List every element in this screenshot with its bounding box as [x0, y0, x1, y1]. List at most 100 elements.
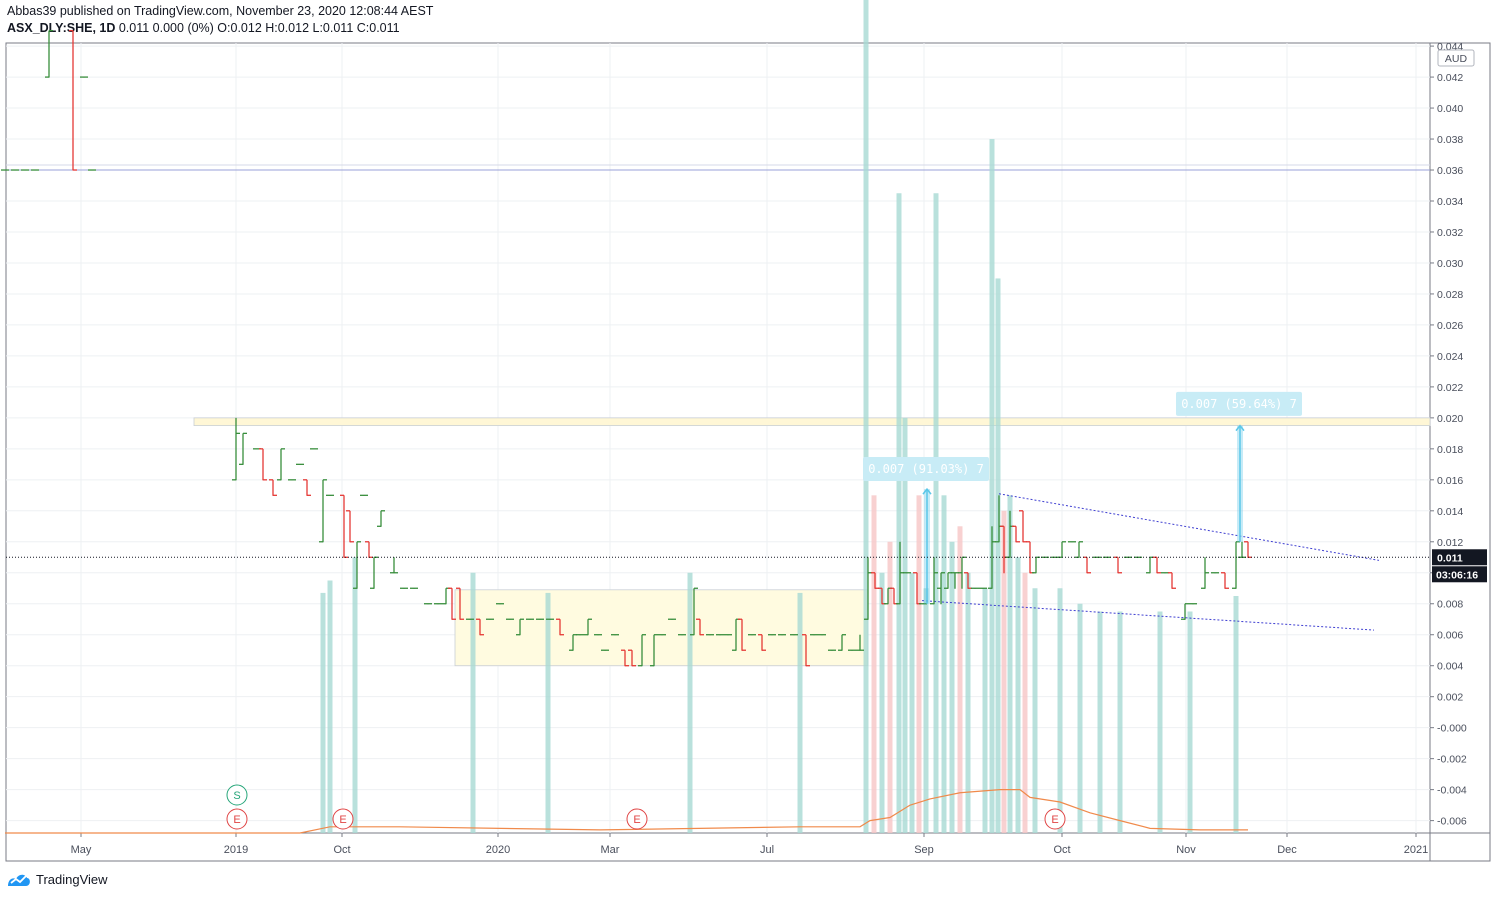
price-tick-label: 0.030 [1437, 258, 1463, 270]
volume-bar [902, 417, 908, 833]
volume-bar [1015, 557, 1021, 833]
ohlc-bar [377, 510, 385, 527]
time-tick-label: Mar [601, 844, 620, 856]
ohlc-bar [758, 634, 766, 651]
ohlc-bar [611, 634, 619, 636]
time-tick-label: Dec [1277, 844, 1297, 856]
ohlc-bar [828, 649, 836, 651]
symbol-name: ASX_DLY:SHE, 1D [7, 21, 116, 35]
volume-bar [949, 541, 955, 833]
time-tick-label: 2020 [486, 844, 510, 856]
ohlc-bar [360, 494, 368, 496]
price-tick-label: 0.012 [1437, 537, 1463, 549]
volume-bar [1233, 596, 1239, 833]
price-tick-label: -0.006 [1437, 816, 1467, 828]
ohlc-bar [80, 76, 88, 78]
ohlc-bar [496, 603, 504, 605]
volume-bar [871, 495, 877, 833]
ohlc-bar [716, 634, 724, 636]
event-marker-label: E [339, 814, 346, 826]
measure-label: 0.007 (91.03%) 7 [868, 462, 984, 476]
ohlc-bar [584, 618, 592, 636]
ohlc-bar [810, 634, 818, 636]
price-tick-label: 0.020 [1437, 413, 1463, 425]
ohlc-bar [802, 634, 810, 667]
volume-bar [1187, 611, 1193, 833]
ohlc-bar [353, 541, 361, 589]
chart-frame [5, 42, 1491, 862]
event-marker: E [626, 808, 648, 830]
ohlc-bar [658, 634, 666, 636]
price-tick-label: 0.034 [1437, 196, 1463, 208]
ohlc-bar [768, 634, 776, 636]
time-tick-label: May [71, 844, 92, 856]
price-tick-label: 0.002 [1437, 692, 1463, 704]
volume-bar [957, 526, 963, 833]
volume-bar [1097, 611, 1103, 833]
price-tick-label: -0.004 [1437, 785, 1467, 797]
event-marker-label: E [233, 814, 240, 826]
ohlc-bar [69, 29, 77, 171]
ohlc-bar [303, 479, 311, 496]
ohlc-bar [856, 634, 864, 651]
ohlc-bar [668, 618, 676, 620]
volume-bar [887, 541, 893, 833]
volume-bar [1157, 611, 1163, 833]
ohlc-bar [466, 618, 474, 620]
ohlc-bar [1, 169, 9, 171]
ohlc-bar [88, 169, 96, 171]
time-tick-label: 2021 [1404, 844, 1428, 856]
volume-bar [923, 588, 929, 833]
ohlc-bar [979, 587, 987, 589]
countdown-box [1432, 566, 1487, 583]
ohlc-bar [476, 618, 484, 636]
volume-bar [909, 572, 915, 833]
measure-arrow-head [1235, 424, 1245, 432]
ohlc-bar [536, 618, 544, 620]
volume-bar [1057, 588, 1063, 833]
ohlc-bar [486, 618, 494, 620]
ohlc-bar [1181, 603, 1189, 620]
tradingview-logo-icon [8, 874, 30, 886]
ohlc-bar [410, 587, 418, 589]
price-tick-label: 0.038 [1437, 134, 1463, 146]
ohlc-bar [678, 634, 686, 636]
measure-arrow-head [922, 487, 932, 495]
ohlc-bar [1051, 556, 1059, 558]
price-tick-label: 0.036 [1437, 165, 1463, 177]
volume-series [320, 0, 1239, 834]
ohlc-bar [526, 618, 534, 620]
ohlc-bar [1211, 572, 1219, 574]
ohlc-bar [1093, 556, 1101, 558]
ohlc-bar [818, 634, 826, 636]
ohlc-bar [1221, 572, 1229, 589]
price-range-measure: 0.007 (91.03%) 7 [863, 456, 989, 604]
measure-label-box [863, 456, 989, 481]
volume-bar [327, 580, 333, 833]
volume-bar [470, 572, 476, 833]
ohlc-bar [903, 572, 911, 574]
event-marker: E [1044, 808, 1066, 830]
volume-bar [989, 139, 995, 834]
tradingview-footer[interactable]: TradingView [7, 871, 108, 887]
price-tick-label: 0.028 [1437, 289, 1463, 301]
volume-bar [941, 495, 947, 833]
symbol-info: ASX_DLY:SHE, 1D 0.011 0.000 (0%) O:0.012… [7, 21, 400, 35]
measure-label-box [1176, 391, 1302, 416]
ohlc-bar [277, 448, 285, 481]
volume-bar [879, 572, 885, 833]
time-tick-label: Oct [1053, 844, 1070, 856]
volume-bar [320, 592, 326, 833]
event-marker-circle [1044, 808, 1066, 830]
price-tick-label: 0.040 [1437, 103, 1463, 115]
volume-bar [1007, 495, 1013, 833]
ohlc-bar [269, 479, 277, 496]
ohlc-bar [448, 587, 456, 620]
price-tick-label: 0.004 [1437, 661, 1463, 673]
event-marker-label: E [1051, 814, 1058, 826]
ohlc-bar [724, 634, 732, 636]
ohlc-bar [601, 649, 609, 651]
price-tick-label: 0.008 [1437, 599, 1463, 611]
volume-bar [352, 557, 358, 833]
